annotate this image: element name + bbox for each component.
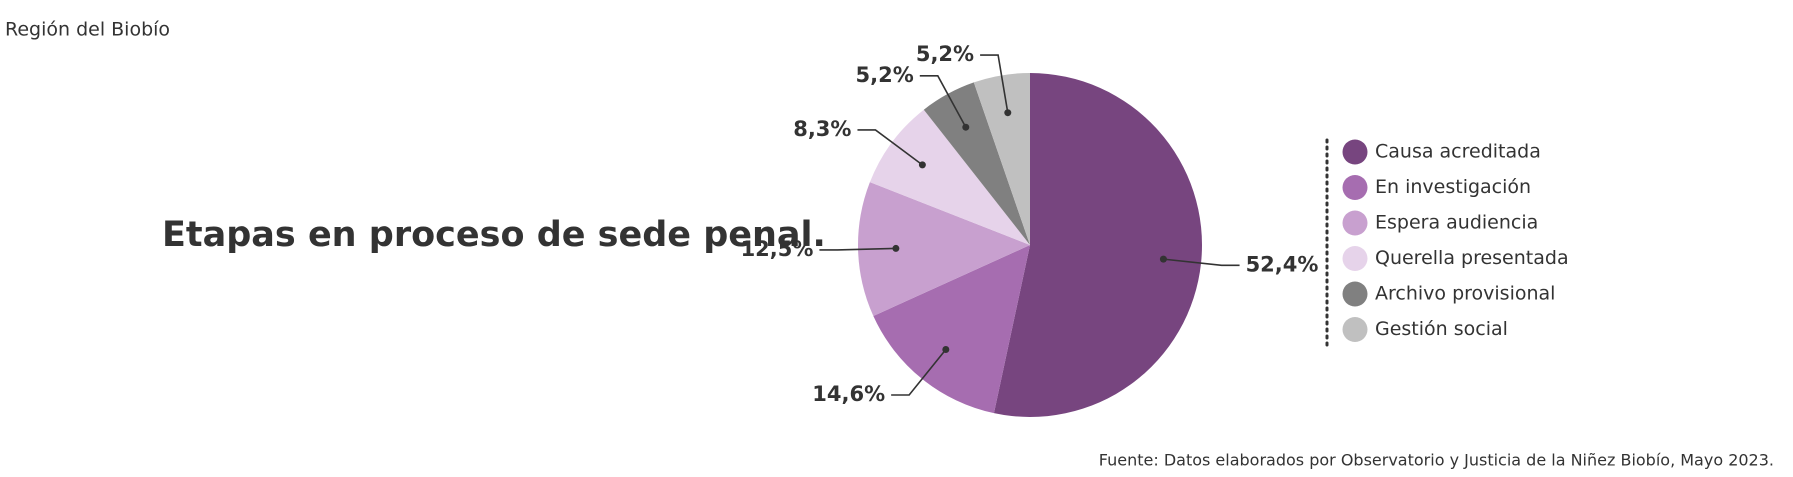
pie-slice [973,73,1030,245]
data-label: 8,3% [793,117,851,141]
legend-marker [1342,317,1368,342]
data-label: 14,6% [812,382,885,406]
legend-marker [1342,281,1368,307]
legend-marker [1342,139,1368,165]
legend-label: Espera audiencia [1375,212,1538,234]
pie-slice [873,245,1030,414]
source-note: Fuente: Datos elaborados por Observatori… [1099,451,1774,470]
legend-label: En investigación [1375,176,1531,198]
chart-title: Etapas en proceso de sede penal. [162,215,826,255]
leader-line [891,348,947,396]
pie-slice [993,73,1202,417]
leader-line [1163,258,1240,267]
leader-line [857,129,923,166]
leader-line [819,247,896,251]
legend-marker [1342,246,1368,271]
pie-slice [858,182,1030,316]
legend-label: Causa acreditada [1375,141,1541,163]
legend-label: Archivo provisional [1375,283,1555,305]
pie-slice [869,109,1030,245]
legend-label: Querella presentada [1375,247,1569,269]
legend-label: Gestión social [1375,318,1508,340]
region-label: Región del Biobío [5,19,170,41]
data-label: 12,5% [741,237,814,261]
data-label: 5,2% [856,63,914,87]
data-label: 52,4% [1246,252,1319,276]
pie-slice [923,82,1030,245]
leader-line [919,75,967,128]
data-label: 5,2% [916,42,974,66]
leader-line [980,54,1009,113]
legend-marker [1342,210,1368,236]
legend-marker [1342,175,1368,200]
